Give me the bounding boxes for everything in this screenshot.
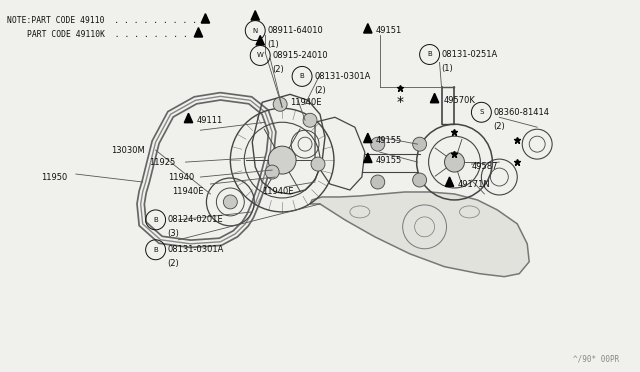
Text: 49171N: 49171N: [458, 180, 490, 189]
Circle shape: [413, 173, 427, 187]
Polygon shape: [184, 113, 193, 123]
Text: 08131-0301A: 08131-0301A: [168, 245, 224, 254]
Text: ^/90* 00PR: ^/90* 00PR: [573, 355, 619, 363]
Text: 11950: 11950: [41, 173, 67, 182]
Text: 49155: 49155: [376, 155, 402, 164]
Text: PART CODE 49110K  . . . . . . . . .: PART CODE 49110K . . . . . . . . .: [27, 30, 198, 39]
Text: 11940: 11940: [168, 173, 195, 182]
Circle shape: [265, 165, 279, 179]
Text: 08911-64010: 08911-64010: [267, 26, 323, 35]
Text: 49151: 49151: [376, 26, 402, 35]
Circle shape: [371, 137, 385, 151]
Text: 08131-0301A: 08131-0301A: [314, 72, 371, 81]
Text: 08124-0201E: 08124-0201E: [168, 215, 223, 224]
Text: 49111: 49111: [196, 116, 223, 125]
Text: B: B: [428, 51, 432, 58]
Circle shape: [311, 157, 325, 171]
Text: 49155: 49155: [376, 136, 402, 145]
Polygon shape: [364, 133, 372, 142]
Polygon shape: [256, 36, 264, 45]
Polygon shape: [195, 28, 203, 37]
Text: 49570K: 49570K: [444, 96, 476, 105]
Text: (1): (1): [442, 64, 453, 73]
Text: 11925: 11925: [148, 158, 175, 167]
Text: 49587: 49587: [472, 161, 498, 171]
Text: 11940E: 11940E: [173, 187, 204, 196]
Text: 13030M: 13030M: [111, 145, 145, 155]
Text: 08360-81414: 08360-81414: [493, 108, 549, 117]
Text: (2): (2): [168, 259, 179, 268]
Text: B: B: [153, 247, 158, 253]
Circle shape: [273, 97, 287, 111]
Text: N: N: [253, 28, 258, 33]
Text: B: B: [153, 217, 158, 223]
Text: 08131-0251A: 08131-0251A: [442, 50, 498, 59]
Text: NOTE:PART CODE 49110  . . . . . . . . .: NOTE:PART CODE 49110 . . . . . . . . .: [7, 16, 197, 25]
Polygon shape: [364, 153, 372, 163]
Text: S: S: [479, 109, 484, 115]
Text: (2): (2): [314, 86, 326, 95]
Text: B: B: [300, 73, 305, 79]
Polygon shape: [310, 192, 529, 277]
Circle shape: [445, 152, 465, 172]
Circle shape: [223, 195, 237, 209]
Text: (1): (1): [267, 40, 279, 49]
Circle shape: [413, 137, 427, 151]
Polygon shape: [430, 93, 439, 103]
Text: *: *: [396, 95, 403, 109]
Text: 11940E: 11940E: [290, 98, 322, 107]
Text: (2): (2): [493, 122, 505, 131]
Polygon shape: [201, 14, 210, 23]
Polygon shape: [445, 177, 454, 186]
Circle shape: [268, 146, 296, 174]
Polygon shape: [364, 23, 372, 33]
Text: W: W: [257, 52, 264, 58]
Text: (2): (2): [272, 65, 284, 74]
Text: 08915-24010: 08915-24010: [272, 51, 328, 60]
Circle shape: [371, 175, 385, 189]
Text: (3): (3): [168, 229, 179, 238]
Text: 11940E: 11940E: [262, 187, 294, 196]
Polygon shape: [251, 11, 259, 20]
Circle shape: [303, 113, 317, 127]
